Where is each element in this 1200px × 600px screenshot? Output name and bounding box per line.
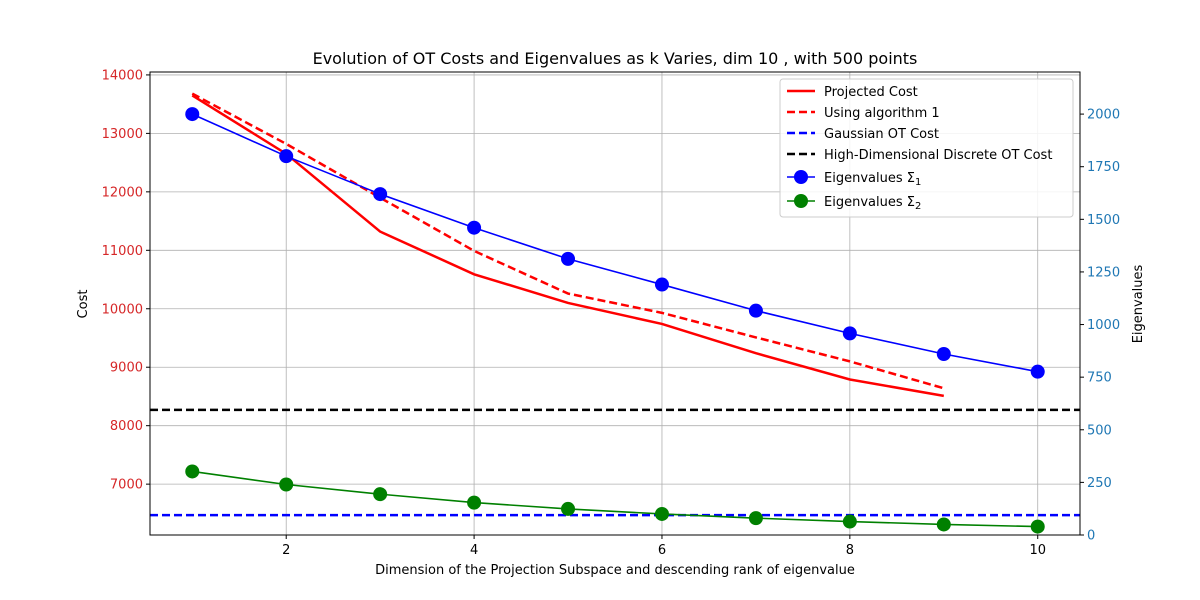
legend-label: Projected Cost	[824, 85, 918, 100]
data-point	[748, 511, 763, 526]
legend-label: Eigenvalues Σ2	[824, 195, 921, 212]
data-point	[373, 187, 388, 202]
y-right-tick-label: 2000	[1087, 108, 1120, 123]
x-tick-label: 8	[846, 543, 854, 558]
data-point	[1030, 519, 1045, 534]
data-point	[842, 326, 857, 341]
y-left-tick-label: 14000	[102, 68, 143, 83]
data-point	[1030, 364, 1045, 379]
y-left-tick-label: 11000	[102, 244, 143, 259]
legend: Projected Cost Using algorithm 1 Gaussian …	[779, 78, 1074, 218]
data-point	[279, 149, 294, 164]
y-right-tick-label: 1500	[1087, 213, 1120, 228]
data-point	[654, 277, 669, 292]
data-point	[654, 506, 669, 521]
ticks: 2 4 6 8 107000800090001000011000120001300014…	[102, 68, 1120, 558]
legend-label: Eigenvalues Σ1	[824, 171, 921, 188]
legend-label: High-Dimensional Discrete OT Cost	[824, 148, 1052, 163]
legend-box	[779, 78, 1074, 218]
legend-label-subscript: 2	[915, 201, 921, 212]
y-right-tick-label: 1250	[1087, 265, 1120, 280]
data-point	[279, 477, 294, 492]
y-axis-left-label: Cost	[76, 290, 91, 319]
legend-label: Using algorithm 1	[824, 106, 940, 121]
y-left-tick-label: 12000	[102, 185, 143, 200]
chart-title: Evolution of OT Costs and Eigenvalues as…	[313, 49, 918, 68]
legend-marker	[794, 194, 808, 208]
legend-label-subscript: 1	[915, 177, 921, 188]
y-right-tick-label: 500	[1087, 423, 1112, 438]
y-axis-right-label: Eigenvalues	[1131, 264, 1146, 343]
plot-frame	[149, 71, 1081, 536]
y-right-tick-label: 250	[1087, 476, 1112, 491]
data-point	[936, 347, 951, 362]
data-point	[842, 514, 857, 529]
series-line-eigenvalues	[192, 470, 1038, 528]
series-layer	[150, 92, 1080, 534]
y-left-tick-label: 8000	[110, 419, 143, 434]
data-point	[467, 220, 482, 235]
series-line-using-algorithm-1	[191, 92, 945, 390]
data-point	[373, 487, 388, 502]
x-tick-label: 2	[282, 543, 290, 558]
legend-label: Gaussian OT Cost	[824, 127, 939, 142]
x-tick-label: 6	[658, 543, 666, 558]
y-left-tick-label: 13000	[102, 127, 143, 142]
y-left-tick-label: 7000	[110, 478, 143, 493]
data-point	[561, 501, 576, 516]
axes	[149, 71, 1081, 536]
y-right-tick-label: 750	[1087, 371, 1112, 386]
legend-marker	[794, 170, 808, 184]
data-point	[561, 251, 576, 266]
y-right-tick-label: 0	[1087, 529, 1095, 544]
data-point	[748, 303, 763, 318]
series-line-projected-cost	[191, 94, 945, 398]
data-point	[936, 517, 951, 532]
y-left-tick-label: 9000	[110, 361, 143, 376]
y-left-tick-label: 10000	[102, 302, 143, 317]
x-tick-label: 4	[470, 543, 478, 558]
data-point	[185, 107, 200, 122]
grid-lines	[150, 72, 1080, 535]
series-line-eigenvalues	[191, 113, 1038, 373]
x-axis-label: Dimension of the Projection Subspace and…	[375, 563, 855, 578]
x-tick-label: 10	[1029, 543, 1046, 558]
y-right-tick-label: 1000	[1087, 318, 1120, 333]
data-point	[185, 464, 200, 479]
data-point	[467, 495, 482, 510]
y-right-tick-label: 1750	[1087, 160, 1120, 175]
